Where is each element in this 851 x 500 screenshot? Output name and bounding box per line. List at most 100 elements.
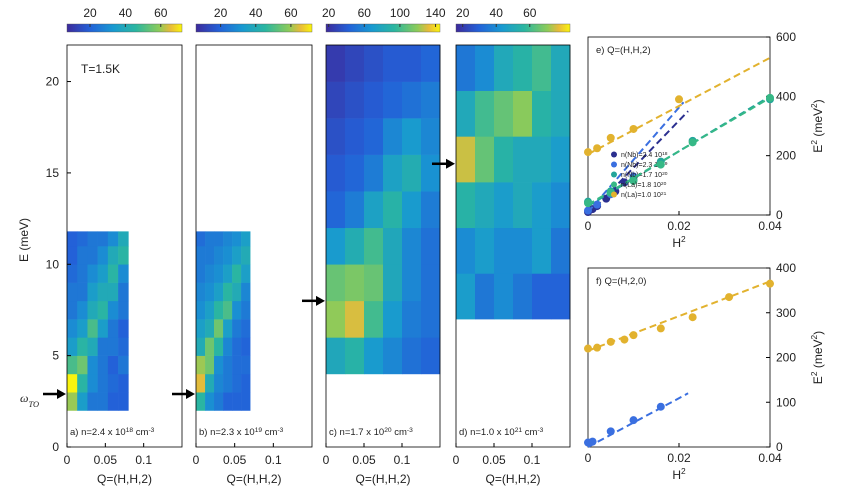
heatmap-cell: [421, 154, 441, 192]
panel-label-part: c) n=1.7 x 10: [329, 427, 384, 438]
y-tick-label: 0: [52, 440, 59, 454]
heatmap-cell: [402, 264, 422, 302]
heatmap-cell: [67, 355, 78, 375]
x-tick-label: 0: [323, 453, 330, 467]
colorbar-tick-label: 20: [322, 6, 336, 20]
legend-label-part: 19: [662, 161, 668, 167]
colorbar-tick-label: 60: [154, 6, 168, 20]
heatmap-cell: [205, 300, 215, 320]
colorbar: [66, 23, 183, 33]
heatmap-cell: [232, 231, 242, 247]
heatmap-cell: [421, 264, 441, 302]
heatmap-cell: [196, 319, 206, 338]
heatmap-cell: [77, 355, 88, 375]
colorbar-tick-label: 20: [456, 6, 470, 20]
colorbar-tick-label: 40: [249, 6, 263, 20]
heatmap-cell: [214, 231, 224, 247]
data-point: [725, 293, 734, 302]
x-axis-label-part: 2: [681, 466, 686, 476]
heatmap-cell: [205, 231, 215, 247]
data-point: [593, 343, 602, 352]
heatmap-cell: [196, 282, 206, 302]
data-point: [620, 335, 629, 344]
heatmap-cell: [107, 319, 119, 338]
heatmap-cell: [87, 337, 98, 356]
data-point: [593, 200, 602, 209]
panel-title: f) Q=(H,2,0): [596, 276, 646, 287]
heatmap-cell: [456, 45, 476, 91]
heatmap-cell: [77, 246, 88, 265]
heatmap-cell: [107, 246, 119, 265]
data-point: [584, 148, 592, 157]
heatmap-cell: [364, 81, 384, 119]
colorbar: [195, 23, 313, 33]
colorbar: [455, 23, 571, 33]
heatmap-cell: [364, 118, 384, 155]
heatmap-cell: [118, 246, 129, 265]
heatmap-cell: [345, 191, 365, 229]
y-tick-label: 5: [52, 349, 59, 363]
heatmap-cell: [326, 264, 346, 302]
panel-label-part: cm: [392, 427, 407, 438]
arrow-label: ωTO: [20, 391, 39, 409]
legend-marker: [611, 151, 617, 158]
annotation: T=1.5K: [81, 62, 120, 76]
heatmap-cell: [551, 182, 571, 229]
heatmap-cell: [118, 337, 129, 356]
heatmap-cell: [223, 355, 233, 375]
heatmap-cell: [402, 118, 422, 155]
heatmap-cell: [456, 136, 476, 183]
y-axis-label-part: ): [811, 99, 825, 103]
heatmap-cell: [513, 273, 533, 320]
y-tick-label: 10: [46, 257, 60, 271]
heatmap-cell: [383, 45, 403, 82]
x-axis-label-part: 2: [681, 234, 686, 244]
y-axis-label-part: ): [811, 331, 825, 335]
legend-label-part: n(La)=1.8 10: [621, 182, 661, 189]
y-tick-label: 200: [776, 351, 796, 365]
heatmap-cell: [77, 373, 88, 393]
x-tick-label: 0.05: [223, 453, 247, 467]
x-axis-label: Q=(H,H,2): [485, 472, 540, 486]
heatmap-cell: [402, 300, 422, 338]
x-tick-label: 0: [64, 453, 71, 467]
panel-label-part: 21: [515, 427, 523, 434]
heatmap-cell: [97, 231, 109, 247]
heatmap-cell: [421, 191, 441, 229]
colorbar: [325, 23, 441, 33]
arrow-label-part: TO: [28, 400, 39, 409]
heatmap-cell: [326, 191, 346, 229]
x-tick-label: 0.1: [265, 453, 282, 467]
heatmap-cell: [196, 246, 206, 265]
heatmap-cell: [241, 392, 251, 411]
arrow-head: [186, 389, 195, 400]
heatmap-cell: [551, 136, 571, 183]
heatmap-cell: [77, 337, 88, 356]
heatmap-cell: [326, 45, 346, 82]
heatmap-cell: [364, 300, 384, 338]
plot-frame: [195, 44, 313, 448]
heatmap-cell: [107, 300, 119, 320]
legend-label-part: n(Nb)=1.7 10: [621, 172, 662, 179]
heatmap-cell: [214, 355, 224, 375]
heatmap-cell: [205, 246, 215, 265]
x-tick-label: 0.1: [394, 453, 411, 467]
heatmap-cell: [97, 337, 109, 356]
y-tick-label: 15: [46, 166, 60, 180]
heatmap-cell: [196, 300, 206, 320]
x-tick-label: 0.04: [758, 219, 782, 233]
y-tick-label: 100: [776, 395, 796, 409]
panel-label-part: cm: [262, 427, 277, 438]
heatmap-cell: [232, 373, 242, 393]
heatmap-cell: [513, 45, 533, 91]
fit-line: [587, 96, 771, 206]
legend-label-part: 20: [662, 171, 668, 177]
heatmap-cell: [364, 154, 384, 192]
panel-label-part: -3: [148, 427, 154, 434]
panel-label-part: -3: [537, 427, 543, 434]
colorbar-tick-label: 20: [214, 6, 228, 20]
heatmap-cell: [205, 264, 215, 283]
colorbar-tick-label: 60: [523, 6, 537, 20]
y-tick-label: 200: [776, 149, 796, 163]
heatmap-cell: [97, 373, 109, 393]
